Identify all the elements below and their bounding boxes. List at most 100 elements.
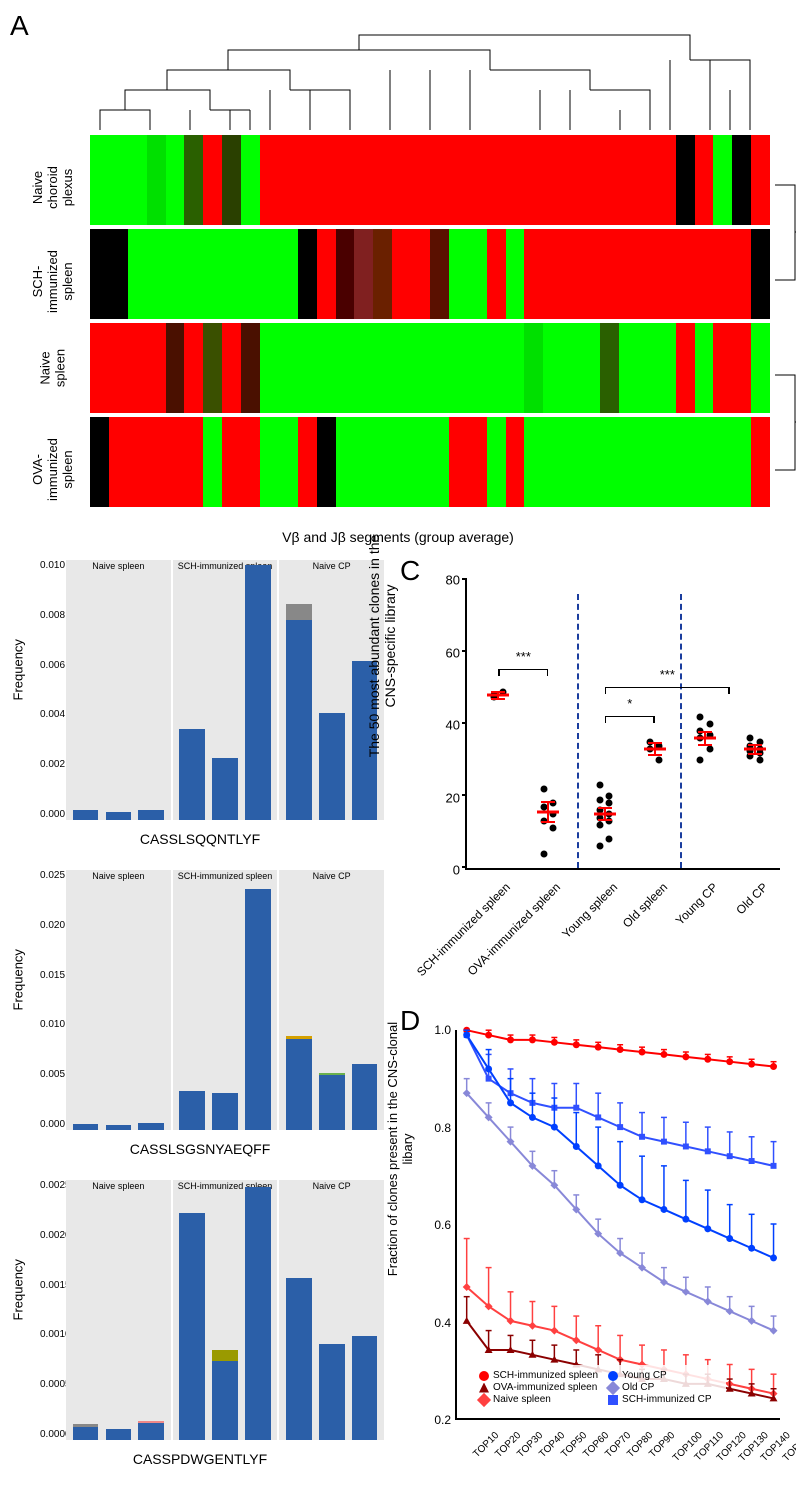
bar (245, 1187, 271, 1440)
heatmap-cell (373, 229, 392, 319)
bar-subpanel: Frequency0.0100.0080.0060.0040.0020.000N… (10, 560, 390, 855)
bar (138, 810, 164, 820)
data-point (606, 836, 613, 843)
bar-group: Naive spleen (66, 870, 171, 1130)
bar (106, 812, 132, 820)
heatmap-cell (449, 229, 468, 319)
heatmap-cell (562, 323, 581, 413)
bar (352, 1336, 378, 1440)
heatmap-cell (619, 135, 638, 225)
heatmap-cell (90, 417, 109, 507)
heatmap-cell (392, 229, 411, 319)
data-marker (683, 1143, 689, 1149)
heatmap-cell (449, 417, 468, 507)
x-axis-label: Old CP (734, 880, 771, 917)
heatmap-cell (184, 229, 203, 319)
heatmap-cell (373, 135, 392, 225)
bar (245, 565, 271, 820)
heatmap-cell (222, 135, 241, 225)
heatmap-cell (260, 323, 279, 413)
heatmap-cell (524, 229, 543, 319)
heatmap-cell (203, 417, 222, 507)
heatmap-cell (317, 135, 336, 225)
panel-c-label: C (400, 555, 420, 587)
heatmap-cell (600, 417, 619, 507)
heatmap-cell (506, 135, 525, 225)
heatmap-cell (241, 229, 260, 319)
data-marker (748, 1061, 755, 1068)
heatmap-cell (619, 417, 638, 507)
data-point (697, 757, 704, 764)
significance-marker: * (627, 696, 632, 711)
heatmap-row-label: Naive choroid plexus (30, 155, 75, 220)
heatmap-cell (430, 135, 449, 225)
heatmap-cell (524, 323, 543, 413)
data-marker (726, 1235, 733, 1242)
x-axis-label: OVA-immunized spleen (465, 880, 563, 978)
legend-item: OVA-immunized spleen (479, 1382, 598, 1393)
bar (352, 1064, 378, 1130)
panel-d-ylabel: Fraction of clones present in the CNS-cl… (385, 1009, 415, 1289)
heatmap-cell (241, 417, 260, 507)
bar (286, 1278, 312, 1441)
heatmap-cell (732, 323, 751, 413)
heatmap-cell (203, 323, 222, 413)
heatmap-cell (751, 135, 770, 225)
heatmap-cell (222, 323, 241, 413)
heatmap-cell (638, 135, 657, 225)
bar-group: Naive spleen (66, 560, 171, 820)
heatmap-cell (279, 229, 298, 319)
data-marker (726, 1307, 734, 1315)
heatmap-cell (128, 323, 147, 413)
heatmap-cell (411, 229, 430, 319)
heatmap-cell (373, 323, 392, 413)
heatmap-cell (336, 135, 355, 225)
data-point (540, 785, 547, 792)
heatmap-cell (317, 417, 336, 507)
data-marker (617, 1182, 624, 1189)
heatmap-cell (241, 135, 260, 225)
heatmap-cell (657, 417, 676, 507)
heatmap-cell (676, 417, 695, 507)
heatmap-cell (184, 417, 203, 507)
heatmap-cell (732, 417, 751, 507)
heatmap-cell (713, 229, 732, 319)
data-marker (594, 1346, 602, 1354)
heatmap-cell (657, 323, 676, 413)
heatmap-cell (506, 323, 525, 413)
bar (138, 1123, 164, 1130)
heatmap-cell (543, 229, 562, 319)
legend-item: Old CP (608, 1382, 711, 1393)
heatmap-cell (506, 417, 525, 507)
data-marker (748, 1245, 755, 1252)
heatmap-cell (713, 323, 732, 413)
heatmap-cell (713, 417, 732, 507)
data-marker (617, 1124, 623, 1130)
data-marker (573, 1143, 580, 1150)
heatmap-cell (430, 323, 449, 413)
legend-item: Young CP (608, 1370, 711, 1381)
data-marker (595, 1044, 602, 1051)
data-marker (705, 1148, 711, 1154)
data-point (550, 825, 557, 832)
heatmap-cell (166, 135, 185, 225)
data-point (606, 800, 613, 807)
heatmap-cell (638, 229, 657, 319)
heatmap-cell (203, 229, 222, 319)
data-marker (639, 1049, 646, 1056)
data-marker (639, 1134, 645, 1140)
heatmap-cell (184, 323, 203, 413)
heatmap-cell (336, 323, 355, 413)
heatmap-cell (600, 323, 619, 413)
data-marker (727, 1153, 733, 1159)
bar (319, 713, 345, 820)
data-marker (770, 1254, 777, 1261)
heatmap-cell (109, 417, 128, 507)
bar (319, 1344, 345, 1440)
data-point (706, 721, 713, 728)
heatmap-cell (581, 135, 600, 225)
data-marker (595, 1114, 601, 1120)
data-marker (639, 1196, 646, 1203)
bar (212, 1361, 238, 1440)
data-marker (770, 1063, 777, 1070)
